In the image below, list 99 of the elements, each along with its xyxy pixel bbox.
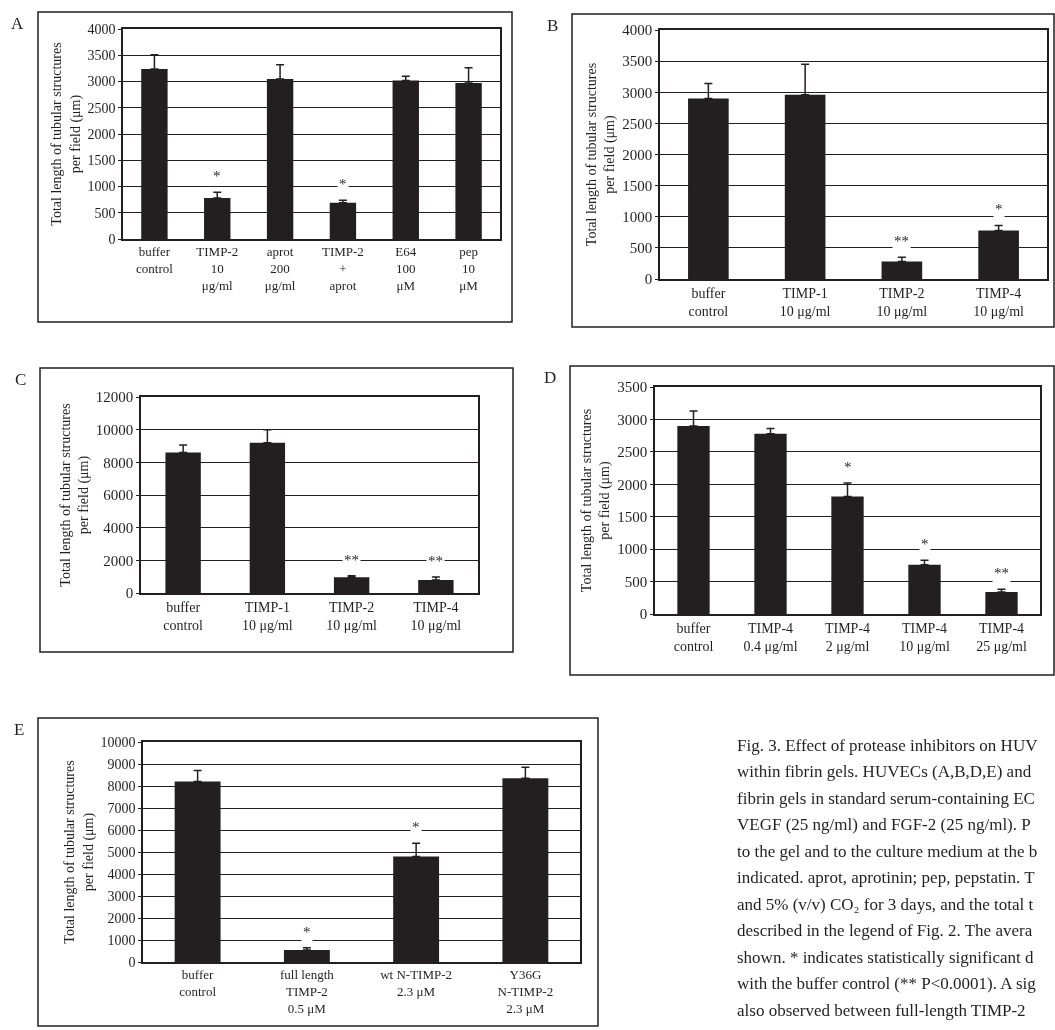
y-tick-label: 7000 (107, 800, 136, 816)
annotation: * (921, 536, 929, 552)
y-tick-label: 4000 (103, 519, 134, 536)
text: and 5% (v/v) CO₂ for 3 days, and the total t (737, 895, 1034, 914)
x-tick-label: TIMP-2 10 μg/ml (326, 599, 378, 633)
annotation: * (213, 168, 221, 184)
chart-title: D (544, 368, 557, 387)
text: to the gel and to the culture medium at the b (737, 842, 1038, 861)
text: also observed between full-length TIMP-2 (737, 1001, 1026, 1020)
y-tick-label: 10000 (95, 421, 134, 438)
y-tick-label: 500 (624, 573, 648, 590)
y-axis-title: Total length of tubular structures per field (μm) (57, 403, 92, 587)
y-tick-label: 2000 (87, 126, 116, 142)
chart-title: A (11, 14, 24, 33)
x-tick-label: TIMP-4 2 μg/ml (824, 620, 871, 654)
y-tick-label: 2500 (617, 444, 648, 461)
y-axis-title: Total length of tubular structures per field (μm) (62, 760, 97, 944)
annotation: * (339, 176, 347, 192)
y-tick-label: 9000 (107, 756, 136, 772)
y-tick-label: 3500 (622, 53, 653, 70)
y-axis-title: Total length of tubular structures per field (μm) (584, 62, 619, 247)
y-tick-label: 2500 (622, 115, 653, 132)
x-tick-label: buffer control (688, 285, 729, 319)
x-tick-label: TIMP-2 10 μg/ml (876, 285, 928, 319)
y-tick-label: 5000 (107, 844, 136, 860)
x-tick-label: TIMP-4 0.4 μg/ml (743, 620, 798, 654)
caption: Fig. 3. Effect of protease inhibitors on HUV (737, 736, 1039, 755)
text: shown. * indicates statistically significant d (737, 948, 1034, 967)
y-tick-label: 3000 (622, 84, 653, 101)
chart-title: B (547, 16, 559, 35)
y-tick-label: 0 (639, 606, 648, 623)
y-tick-label: 8000 (103, 454, 134, 471)
y-tick-label: 2000 (617, 476, 648, 493)
text: with the buffer control (** P<0.0001). A sig (737, 974, 1037, 993)
text: VEGF (25 ng/ml) and FGF-2 (25 ng/ml). P (737, 815, 1031, 834)
y-tick-label: 6000 (103, 487, 134, 504)
annotation: * (995, 201, 1003, 217)
x-tick-label: pep 10 μM (459, 244, 479, 294)
y-tick-label: 3500 (617, 379, 648, 396)
x-tick-label: Y36G N-TIMP-2 2.3 μM (497, 967, 554, 1017)
text: fibrin gels in standard serum-containing EC (737, 789, 1035, 808)
annotation: * (303, 924, 311, 940)
x-tick-label: E64 100 μM (395, 244, 417, 294)
y-tick-label: 6000 (107, 822, 136, 838)
annotation: * (412, 819, 420, 835)
x-tick-label: TIMP-4 10 μg/ml (973, 285, 1025, 319)
y-tick-label: 0 (108, 231, 116, 247)
text: described in the legend of Fig. 2. The avera (737, 921, 1033, 940)
annotation: ** (344, 552, 359, 568)
y-tick-label: 1000 (107, 932, 136, 948)
y-tick-label: 3000 (87, 74, 116, 90)
y-tick-label: 1500 (617, 508, 648, 525)
y-tick-label: 500 (629, 240, 653, 257)
y-tick-label: 0 (644, 271, 653, 288)
text: within fibrin gels. HUVECs (A,B,D,E) and (737, 762, 1032, 781)
annotation: ** (994, 565, 1009, 581)
y-tick-label: 1000 (622, 209, 653, 225)
y-tick-label: 1000 (87, 179, 116, 195)
y-tick-label: 2000 (622, 146, 653, 163)
x-tick-label: full length TIMP-2 0.5 μM (279, 967, 335, 1017)
text: indicated. aprot, aprotinin; pep, pepstatin. T (737, 868, 1036, 887)
y-tick-label: 4000 (107, 866, 136, 882)
y-tick-label: 3500 (87, 48, 116, 64)
y-tick-label: 4000 (87, 21, 116, 37)
y-tick-label: 1500 (87, 153, 116, 169)
x-tick-label: TIMP-4 10 μg/ml (410, 599, 462, 633)
x-tick-label: buffer control (136, 244, 174, 277)
y-axis-title: Total length of tubular structures per field (μm) (579, 408, 614, 593)
annotation: * (844, 459, 852, 475)
y-tick-label: 4000 (622, 22, 653, 39)
x-tick-label: TIMP-2 + aprot (321, 244, 364, 294)
y-tick-label: 3000 (107, 888, 136, 904)
x-tick-label: wt N-TIMP-2 2.3 μM (380, 967, 453, 1000)
y-tick-label: 3000 (617, 411, 648, 428)
x-tick-label: buffer control (673, 620, 714, 654)
y-tick-label: 500 (94, 205, 116, 221)
y-tick-label: 1500 (622, 177, 653, 194)
y-tick-label: 2000 (103, 552, 134, 569)
y-tick-label: 2500 (87, 100, 116, 116)
x-tick-label: aprot 200 μg/ml (264, 244, 296, 294)
y-axis-title: Total length of tubular structures per field (μm) (49, 42, 84, 226)
chart-title: E (14, 720, 25, 739)
x-tick-label: buffer control (179, 967, 217, 1000)
y-tick-label: 12000 (95, 389, 134, 406)
y-tick-label: 8000 (107, 778, 136, 794)
y-tick-label: 2000 (107, 910, 136, 926)
chart-title: C (15, 370, 27, 389)
x-tick-label: TIMP-1 10 μg/ml (779, 285, 831, 319)
annotation: ** (428, 553, 443, 569)
annotation: ** (894, 233, 909, 249)
x-tick-label: TIMP-4 10 μg/ml (899, 620, 950, 654)
y-tick-label: 1000 (617, 541, 648, 558)
x-tick-label: buffer control (163, 599, 204, 633)
y-tick-label: 0 (125, 585, 134, 602)
x-tick-label: TIMP-1 10 μg/ml (242, 599, 293, 633)
x-tick-label: TIMP-2 10 μg/ml (196, 244, 239, 294)
x-tick-label: TIMP-4 25 μg/ml (976, 620, 1027, 654)
y-tick-label: 10000 (100, 734, 136, 750)
y-tick-label: 0 (128, 954, 136, 970)
